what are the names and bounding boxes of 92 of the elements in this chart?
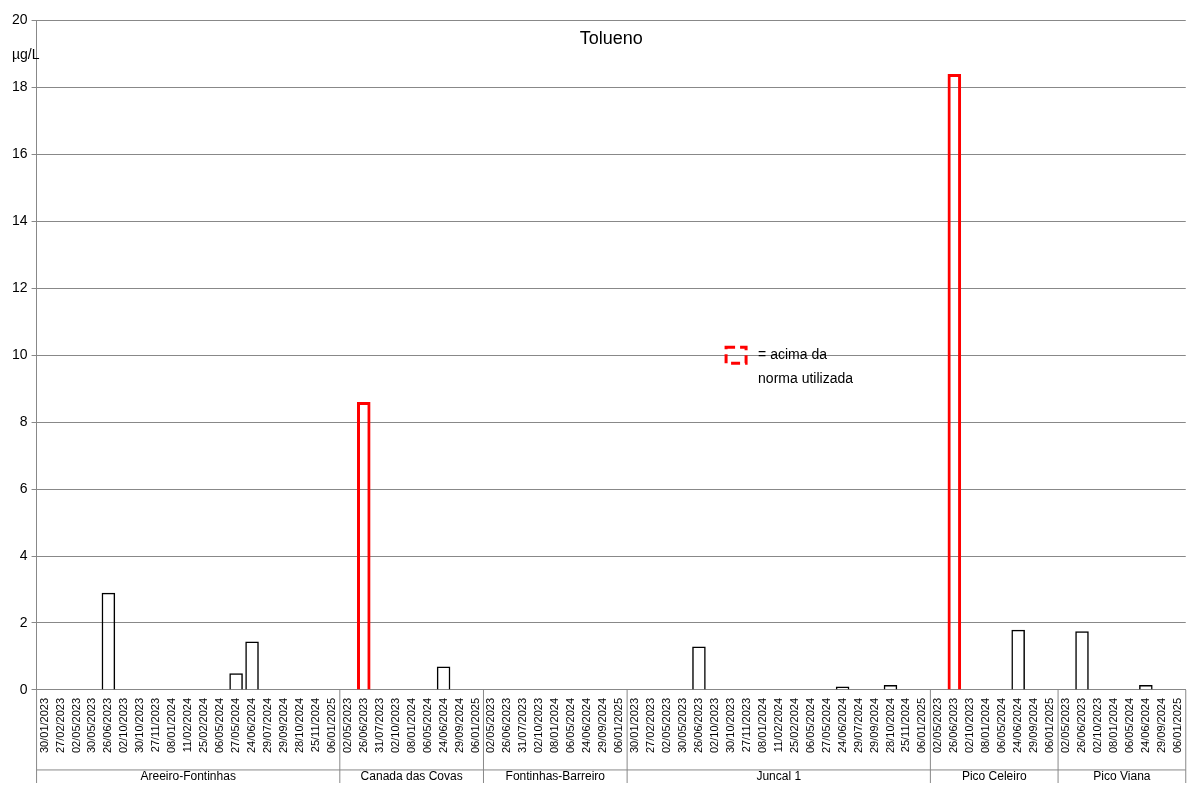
x-tick-label: 27/02/2023 — [53, 697, 66, 754]
x-tick-label: 25/11/2024 — [308, 697, 321, 753]
y-tick-label: 10 — [11, 346, 28, 363]
x-tick-label: 02/10/2023 — [1091, 697, 1103, 754]
text: Fontinhas-Barreiro — [505, 768, 606, 783]
x-tick-label: 02/05/2023 — [69, 697, 82, 754]
x-tick-label: 02/10/2023 — [388, 697, 401, 754]
x-tick-label: 06/01/2025 — [468, 697, 481, 754]
x-tick-label: 24/06/2024 — [835, 697, 848, 754]
x-tick-label: 30/01/2023 — [628, 697, 641, 754]
x-tick-label: 08/01/2024 — [404, 697, 417, 754]
y-tick-label: 6 — [19, 479, 28, 496]
x-tick-label: 02/05/2023 — [484, 697, 497, 754]
x-tick-label: 26/06/2023 — [1075, 697, 1088, 754]
x-tick-label: 26/06/2023 — [500, 697, 513, 754]
y-tick-label: 4 — [19, 546, 28, 563]
x-tick-label: 11/02/2024 — [181, 697, 194, 753]
x-tick-label: 06/05/2024 — [213, 697, 226, 754]
x-tick-label: 02/05/2023 — [931, 697, 944, 754]
text: Pico Viana — [1093, 768, 1151, 783]
x-tick-label: 06/05/2024 — [564, 697, 577, 754]
x-tick-label: 28/10/2024 — [883, 697, 896, 754]
x-tick-label: 30/05/2023 — [676, 697, 689, 754]
y-axis-title: µg/L — [12, 46, 40, 63]
x-tick-label: 30/01/2023 — [37, 697, 50, 754]
y-tick-label: 20 — [11, 11, 28, 28]
x-tick-label: 02/05/2023 — [660, 697, 673, 754]
legend-label: = acima da norma utilizada — [758, 346, 854, 387]
x-tick-label: 02/05/2023 — [1059, 697, 1072, 754]
x-tick-label: 02/10/2023 — [532, 697, 545, 754]
x-tick-label: 08/01/2024 — [755, 697, 768, 754]
x-tick-label: 11/02/2024 — [771, 697, 784, 753]
x-tick-label: 29/07/2024 — [851, 697, 864, 754]
x-tick-label: 30/10/2023 — [723, 697, 736, 754]
x-tick-label: 28/10/2024 — [292, 697, 305, 754]
x-tick-label: 26/06/2023 — [356, 697, 369, 754]
text: Juncal 1 — [756, 768, 802, 783]
x-tick-label: 26/06/2023 — [691, 697, 704, 754]
x-tick-label: 25/02/2024 — [787, 697, 800, 754]
x-tick-label: 29/09/2024 — [277, 697, 289, 754]
text: Pico Celeiro — [961, 768, 1027, 783]
x-tick-label: 24/06/2024 — [245, 697, 258, 754]
x-tick-label: 02/05/2023 — [340, 697, 353, 754]
x-tick-label: 06/05/2024 — [1122, 697, 1135, 754]
chart-title: Tolueno — [579, 28, 643, 49]
x-tick-label: 30/05/2023 — [85, 697, 98, 754]
x-tick-label: 25/02/2024 — [197, 697, 210, 754]
x-tick-label: 27/11/2023 — [739, 697, 752, 753]
x-tick-label: 26/06/2023 — [101, 697, 114, 754]
x-tick-label: 31/07/2023 — [516, 697, 529, 754]
x-tick-label: 06/01/2025 — [1170, 697, 1183, 754]
x-tick-label: 27/05/2024 — [819, 697, 832, 754]
x-tick-label: 08/01/2024 — [979, 697, 992, 754]
x-tick-label: 29/09/2024 — [452, 697, 465, 754]
x-tick-label: 06/01/2025 — [612, 697, 625, 754]
x-tick-label: 30/10/2023 — [133, 697, 146, 754]
x-tick-label: 24/06/2024 — [1138, 697, 1151, 754]
y-tick-label: 0 — [19, 680, 28, 697]
x-tick-label: 06/05/2024 — [995, 697, 1008, 754]
text: Canada das Covas — [360, 768, 463, 783]
x-tick-label: 27/11/2023 — [149, 697, 162, 753]
x-tick-label: 29/07/2024 — [261, 697, 274, 754]
x-tick-label: 29/09/2024 — [1027, 697, 1040, 754]
x-tick-label: 24/06/2024 — [1011, 697, 1024, 754]
y-tick-label: 2 — [19, 613, 28, 630]
x-tick-label: 29/09/2024 — [867, 697, 880, 754]
y-tick-label: 12 — [11, 279, 28, 296]
y-tick-label: 8 — [19, 412, 28, 429]
x-tick-label: 31/07/2023 — [372, 697, 385, 754]
y-tick-label: 18 — [11, 78, 28, 95]
y-tick-label: 14 — [11, 212, 28, 229]
x-tick-label: 29/09/2024 — [1154, 697, 1167, 754]
x-tick-label: 25/11/2024 — [899, 697, 912, 753]
x-tick-label: 29/09/2024 — [596, 697, 609, 754]
x-tick-label: 02/10/2023 — [117, 697, 130, 754]
x-tick-label: 06/05/2024 — [420, 697, 433, 754]
x-tick-label: 27/02/2023 — [644, 697, 657, 754]
x-tick-label: 06/01/2025 — [915, 697, 928, 754]
x-tick-label: 27/05/2024 — [229, 697, 242, 754]
x-tick-label: 06/05/2024 — [803, 697, 816, 754]
x-tick-label: 08/01/2024 — [165, 697, 178, 754]
x-tick-label: 08/01/2024 — [1106, 697, 1119, 754]
y-tick-label: 16 — [11, 145, 28, 162]
x-tick-label: 06/01/2025 — [1043, 697, 1056, 754]
x-tick-label: 02/10/2023 — [963, 697, 976, 754]
x-tick-label: 24/06/2024 — [580, 697, 593, 754]
x-tick-label: 24/06/2024 — [436, 697, 449, 754]
x-tick-label: 02/10/2023 — [707, 697, 720, 754]
text: Areeiro-Fontinhas — [140, 768, 236, 783]
x-tick-label: 08/01/2024 — [548, 697, 561, 754]
x-tick-label: 06/01/2025 — [324, 697, 337, 754]
x-tick-label: 26/06/2023 — [947, 697, 960, 754]
